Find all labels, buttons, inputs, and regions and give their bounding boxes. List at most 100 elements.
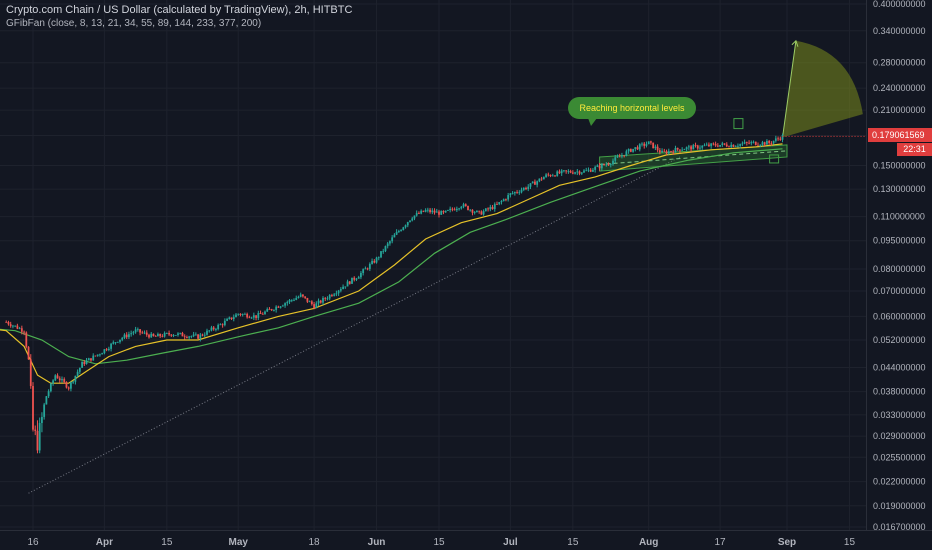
- candle-body: [661, 150, 663, 153]
- candle-body: [172, 335, 175, 336]
- y-tick-label: 0.016700000: [873, 522, 926, 532]
- candle-body: [43, 404, 46, 417]
- candle-body: [310, 301, 313, 305]
- candle-body: [145, 332, 148, 335]
- candle-body: [226, 318, 228, 321]
- candle-body: [123, 334, 126, 338]
- candle-body: [32, 386, 34, 430]
- candle-body: [560, 170, 563, 174]
- y-tick-label: 0.070000000: [873, 286, 926, 296]
- candle-body: [72, 381, 75, 383]
- candle-body: [230, 317, 233, 320]
- candle-body: [449, 208, 452, 211]
- candle-body: [299, 294, 302, 297]
- candle-body: [625, 151, 628, 156]
- candle-body: [712, 143, 715, 145]
- y-tick-label: 0.150000000: [873, 161, 926, 171]
- candle-body: [290, 299, 293, 301]
- candle-body: [351, 277, 353, 284]
- indicator-legend[interactable]: GFibFan (close, 8, 13, 21, 34, 55, 89, 1…: [6, 18, 262, 29]
- candle-body: [696, 145, 699, 149]
- candle-body: [239, 313, 242, 315]
- candle-body: [255, 315, 257, 318]
- candle-body: [38, 423, 41, 451]
- candle-body: [297, 296, 300, 298]
- candle-body: [105, 349, 108, 351]
- candle-body: [529, 183, 532, 187]
- candle-body: [674, 147, 677, 153]
- candle-body: [74, 375, 77, 382]
- candle-body: [409, 220, 411, 223]
- candle-body: [293, 299, 295, 301]
- y-tick-label: 0.400000000: [873, 0, 926, 9]
- candle-body: [244, 313, 246, 315]
- candle-body: [708, 144, 710, 147]
- high-marker: [733, 118, 744, 130]
- candle-body: [429, 209, 431, 213]
- candle-body: [295, 297, 298, 300]
- candle-body: [344, 286, 347, 288]
- candle-body: [451, 208, 454, 210]
- candle-body: [406, 222, 409, 226]
- candle-body: [636, 147, 639, 150]
- candle-body: [536, 181, 539, 185]
- candle-body: [206, 330, 208, 335]
- candle-body: [201, 334, 204, 336]
- candle-body: [121, 337, 124, 340]
- candle-body: [728, 146, 730, 148]
- candle-body: [362, 269, 365, 273]
- y-tick-label: 0.038000000: [873, 387, 926, 397]
- candle-body: [34, 429, 37, 431]
- candle-body: [710, 143, 713, 147]
- candle-body: [623, 155, 626, 157]
- candle-body: [203, 334, 206, 336]
- candle-body: [585, 170, 588, 172]
- candle-body: [643, 143, 646, 146]
- candle-body: [36, 430, 39, 451]
- candle-body: [139, 329, 141, 333]
- candle-body: [174, 335, 177, 336]
- candle-body: [583, 170, 585, 173]
- candle-body: [605, 164, 608, 166]
- candle-body: [141, 332, 144, 334]
- candle-body: [580, 172, 583, 174]
- candle-body: [41, 416, 43, 424]
- candle-body: [324, 298, 327, 299]
- candle-body: [574, 172, 576, 174]
- y-tick-label: 0.095000000: [873, 236, 926, 246]
- candle-body: [567, 171, 570, 172]
- symbol-title[interactable]: Crypto.com Chain / US Dollar (calculated…: [6, 4, 353, 16]
- candle-body: [190, 336, 193, 337]
- candle-body: [491, 207, 494, 210]
- candle-body: [460, 206, 463, 209]
- candle-body: [616, 156, 619, 158]
- candle-body: [266, 309, 269, 312]
- candle-body: [355, 278, 358, 280]
- candle-body: [694, 145, 697, 146]
- candle-body: [676, 147, 679, 150]
- candle-body: [781, 135, 784, 140]
- y-tick-label: 0.033000000: [873, 410, 926, 420]
- candle-body: [248, 317, 251, 319]
- candle-body: [565, 170, 568, 172]
- candle-body: [81, 361, 83, 368]
- candle-body: [634, 147, 637, 149]
- candle-body: [609, 164, 612, 166]
- candle-body: [763, 142, 766, 145]
- candle-body: [23, 331, 25, 333]
- candle-body: [83, 361, 86, 365]
- candle-body: [322, 298, 324, 303]
- candle-body: [261, 313, 264, 315]
- candle-body: [603, 164, 605, 166]
- candle-body: [739, 144, 742, 146]
- candle-body: [161, 336, 164, 337]
- candle-body: [777, 138, 779, 140]
- candle-body: [315, 303, 318, 309]
- candle-body: [690, 146, 692, 150]
- candle-body: [424, 210, 427, 212]
- candle-body: [558, 171, 561, 174]
- candle-body: [766, 140, 768, 145]
- candle-body: [132, 332, 135, 334]
